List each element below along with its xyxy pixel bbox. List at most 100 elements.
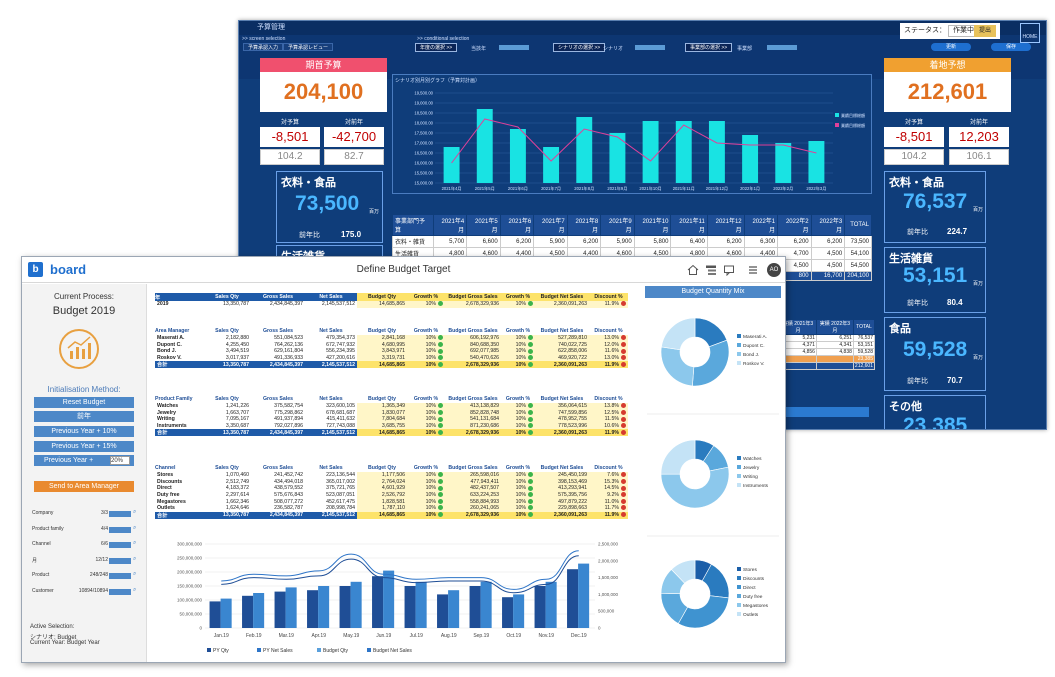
back-table-cell[interactable]: 54,100: [844, 247, 872, 260]
table-cell[interactable]: 10%: [501, 335, 535, 342]
back-scroll-strip[interactable]: [779, 407, 869, 417]
back-table-cell[interactable]: 73,500: [844, 235, 872, 248]
table-cell[interactable]: 497,879,222: [535, 498, 589, 505]
table-cell[interactable]: 10%: [501, 498, 535, 505]
back-table-cell[interactable]: 5,800: [633, 235, 672, 248]
save-button[interactable]: 保存: [991, 43, 1031, 51]
table-cell[interactable]: 10%: [407, 403, 445, 410]
scenario-selector-button[interactable]: シナリオの選択 >>: [553, 43, 606, 52]
table-cell[interactable]: 482,437,507: [445, 485, 501, 492]
division-selector-button[interactable]: 事業部の選択 >>: [685, 43, 733, 52]
table-cell[interactable]: 10%: [407, 485, 445, 492]
back-table-cell[interactable]: 6,200: [499, 235, 535, 248]
submit-button[interactable]: 提出: [974, 25, 996, 37]
table-cell[interactable]: 10%: [407, 354, 445, 362]
back-table-cell[interactable]: 6,600: [466, 235, 501, 248]
send-to-area-manager-button[interactable]: Send to Area Manager: [34, 481, 134, 492]
back-table-cell[interactable]: 5,900: [600, 235, 635, 248]
table-cell[interactable]: 10%: [407, 416, 445, 423]
previous-year-plus-10-button[interactable]: Previous Year + 10%: [34, 426, 134, 437]
table-cell[interactable]: 478,952,755: [535, 416, 589, 423]
table-cell[interactable]: 606,192,976: [445, 335, 501, 342]
back-table-cell[interactable]: 5,900: [533, 235, 568, 248]
back-table-cell[interactable]: 6,200: [810, 235, 846, 248]
back-table-cell[interactable]: 5,700: [432, 235, 468, 248]
search-icon[interactable]: ⌕: [133, 571, 137, 577]
back-table-cell[interactable]: 衣料・雑貨: [392, 235, 434, 248]
table-cell[interactable]: 2,764,024: [357, 478, 407, 486]
table-cell[interactable]: 10%: [501, 485, 535, 492]
tree-icon[interactable]: [705, 264, 717, 276]
back-table-cell[interactable]: 6,200: [777, 235, 812, 248]
table-cell[interactable]: 1,365,349: [357, 403, 407, 410]
dimension-row[interactable]: 月 12/12 ⌕: [32, 555, 142, 565]
table-cell[interactable]: 10%: [407, 472, 445, 479]
table-cell[interactable]: 3,843,971: [357, 348, 407, 355]
table-cell[interactable]: 10%: [407, 478, 445, 486]
table-cell[interactable]: 477,943,411: [445, 478, 501, 486]
back-table-cell[interactable]: 4,500: [810, 259, 846, 272]
search-icon[interactable]: ⌕: [133, 509, 137, 515]
back-table-cell[interactable]: 6,200: [706, 235, 745, 248]
back-table-cell[interactable]: 54,500: [844, 259, 872, 272]
table-cell[interactable]: 10%: [407, 498, 445, 505]
table-cell[interactable]: 10%: [407, 348, 445, 355]
table-cell[interactable]: 413,138,829: [445, 403, 501, 410]
user-avatar[interactable]: AO: [767, 263, 781, 277]
scenario-selector-bar[interactable]: [635, 45, 665, 50]
search-icon[interactable]: ⌕: [133, 555, 137, 562]
table-cell[interactable]: 10%: [501, 341, 535, 349]
back-table-cell[interactable]: 6,200: [566, 235, 602, 248]
table-cell[interactable]: 10%: [501, 422, 535, 430]
previous-year-plus-15-button[interactable]: Previous Year + 15%: [34, 441, 134, 452]
table-cell[interactable]: 10%: [501, 301, 535, 308]
table-cell[interactable]: 245,450,199: [535, 472, 589, 479]
table-cell[interactable]: 1,787,110: [357, 504, 407, 512]
table-cell[interactable]: 2,841,168: [357, 335, 407, 342]
back-table-cell[interactable]: 4,500: [810, 247, 846, 260]
table-cell[interactable]: 4,680,995: [357, 341, 407, 349]
home-icon[interactable]: HOME: [1020, 23, 1040, 43]
previous-year-custom-button[interactable]: Previous Year + 20%: [34, 455, 134, 466]
table-cell[interactable]: 469,920,722: [535, 354, 589, 362]
table-cell[interactable]: 10%: [501, 478, 535, 486]
table-cell[interactable]: 747,599,856: [535, 409, 589, 417]
year-selector-bar[interactable]: [499, 45, 529, 50]
table-cell[interactable]: 2,526,792: [357, 491, 407, 499]
table-cell[interactable]: 10%: [407, 422, 445, 430]
search-icon[interactable]: ⌕: [133, 524, 137, 531]
table-cell[interactable]: 558,884,993: [445, 498, 501, 505]
search-icon[interactable]: ⌕: [133, 540, 137, 546]
table-cell[interactable]: 10%: [501, 472, 535, 479]
table-cell[interactable]: 1,830,077: [357, 409, 407, 417]
table-cell[interactable]: 10%: [501, 491, 535, 499]
table-cell[interactable]: 3,319,731: [357, 354, 407, 362]
screen-tab-budget-review[interactable]: 予算承認レビュー: [283, 43, 334, 51]
table-cell[interactable]: 4,601,929: [357, 485, 407, 492]
table-cell[interactable]: 1,828,581: [357, 498, 407, 505]
table-cell[interactable]: 10%: [501, 409, 535, 417]
table-cell[interactable]: 10%: [501, 354, 535, 362]
back-table-cell[interactable]: 6,400: [670, 235, 708, 248]
table-cell[interactable]: 14,685,865: [357, 301, 407, 308]
table-cell[interactable]: 3,685,755: [357, 422, 407, 430]
table-cell[interactable]: 622,858,006: [535, 348, 589, 355]
table-cell[interactable]: 10%: [407, 409, 445, 417]
dimension-row[interactable]: Company 3/3 ⌕: [32, 509, 142, 518]
table-cell[interactable]: 10%: [407, 301, 445, 308]
table-cell[interactable]: 871,230,686: [445, 422, 501, 430]
table-cell[interactable]: 10%: [407, 335, 445, 342]
table-cell[interactable]: 692,077,985: [445, 348, 501, 355]
table-cell[interactable]: 575,395,756: [535, 491, 589, 499]
comment-icon[interactable]: [723, 264, 735, 277]
table-cell[interactable]: 633,224,253: [445, 491, 501, 499]
table-cell[interactable]: 778,523,996: [535, 422, 589, 430]
table-cell[interactable]: 7,804,684: [357, 416, 407, 423]
home-icon[interactable]: [687, 264, 699, 276]
menu-icon[interactable]: [747, 264, 759, 276]
table-cell[interactable]: 740,022,725: [535, 341, 589, 349]
division-selector-bar[interactable]: [767, 45, 797, 50]
table-cell[interactable]: 540,470,626: [445, 354, 501, 362]
table-cell[interactable]: 260,241,065: [445, 504, 501, 512]
table-cell[interactable]: 10%: [501, 403, 535, 410]
